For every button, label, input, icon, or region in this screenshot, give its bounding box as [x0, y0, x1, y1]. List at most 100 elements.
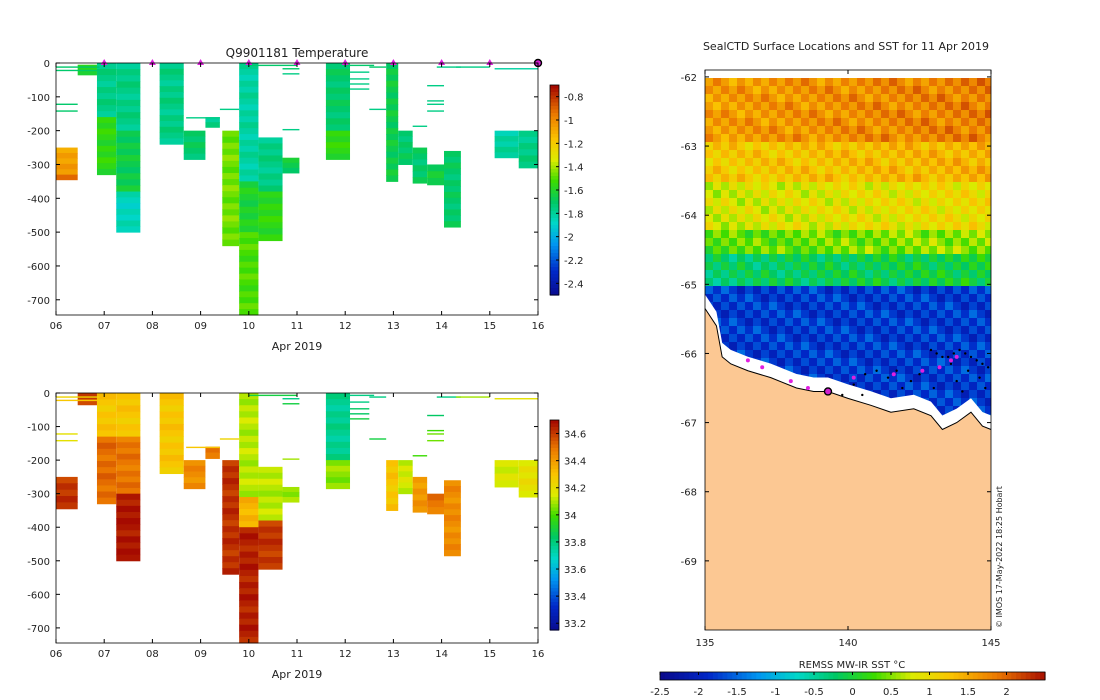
temperature-profile-cell	[239, 303, 259, 310]
sst-pixel	[961, 302, 969, 310]
sst-pixel	[865, 126, 873, 134]
sst-pixel	[977, 158, 985, 166]
sst-pixel	[969, 102, 977, 110]
sst-pixel	[913, 142, 921, 150]
sst-pixel	[945, 94, 953, 102]
sst-pixel	[985, 270, 991, 278]
sst-colorbar-segment	[871, 672, 878, 680]
sst-pixel	[961, 398, 969, 406]
sst-pixel	[777, 270, 785, 278]
salinity-profile-cell	[222, 562, 240, 569]
salinity-colorbar-segment	[550, 623, 559, 628]
sst-pixel	[913, 166, 921, 174]
salinity-profile-cell	[56, 483, 78, 491]
sst-pixel	[817, 78, 825, 86]
sst-pixel	[841, 86, 849, 94]
temperature-y-tick-label: -300	[27, 160, 50, 171]
salinity-profile-cell	[444, 526, 461, 534]
salinity-y-tick-label: -200	[27, 456, 50, 467]
temperature-profile-cell	[444, 191, 461, 199]
salinity-profile-cell	[183, 477, 206, 484]
sst-colorbar-segment	[977, 672, 984, 680]
sst-colorbar-segment	[968, 672, 974, 680]
temperature-colorbar-segment	[550, 214, 559, 219]
sst-pixel	[785, 78, 793, 86]
sst-pixel	[889, 382, 897, 390]
sst-pixel	[785, 158, 793, 166]
sst-pixel	[841, 190, 849, 198]
sst-pixel	[969, 278, 977, 286]
sst-pixel	[817, 238, 825, 246]
sst-pixel	[777, 150, 785, 158]
sst-pixel	[801, 158, 809, 166]
sst-pixel	[729, 238, 737, 246]
sst-pixel	[769, 134, 777, 142]
salinity-profile-cell	[258, 466, 283, 474]
sst-pixel	[721, 78, 729, 86]
sst-pixel	[985, 206, 991, 214]
sst-pixel	[905, 118, 913, 126]
sst-pixel	[873, 318, 881, 326]
sst-pixel	[929, 78, 937, 86]
sst-pixel	[825, 150, 833, 158]
sst-pixel	[737, 214, 745, 222]
salinity-colorbar-segment	[550, 553, 559, 558]
sst-pixel	[817, 326, 825, 334]
temperature-profile-cell	[96, 117, 117, 124]
sst-pixel	[705, 110, 713, 118]
sst-pixel	[873, 310, 881, 318]
temperature-profile-time-marker	[341, 59, 349, 65]
sst-pixel	[889, 206, 897, 214]
sst-pixel	[921, 278, 929, 286]
sst-pixel	[937, 382, 945, 390]
temperature-profile-cell	[96, 75, 117, 82]
sst-pixel	[729, 102, 737, 110]
sst-pixel	[969, 366, 977, 374]
temperature-profile-cell	[159, 74, 184, 81]
sst-pixel	[721, 86, 729, 94]
temperature-profile-cell	[239, 232, 259, 239]
sst-pixel	[921, 262, 929, 270]
sst-pixel	[729, 246, 737, 254]
salinity-profile-cell	[325, 441, 351, 449]
sst-pixel	[937, 94, 945, 102]
seal-location-marker	[920, 368, 925, 373]
temperature-profile-cell	[239, 187, 259, 195]
salinity-colorbar-segment	[550, 465, 559, 470]
salinity-colorbar-segment	[550, 626, 559, 631]
salinity-profile-cell	[96, 417, 117, 425]
temperature-profile-cell	[239, 238, 259, 245]
temperature-profile-cell	[222, 148, 240, 156]
seal-location-marker	[851, 375, 856, 380]
temperature-x-tick-label: 06	[50, 321, 63, 332]
temperature-profile-cell	[239, 181, 259, 189]
sst-pixel	[865, 334, 873, 342]
salinity-profile-cell	[258, 550, 283, 558]
sst-pixel	[977, 398, 985, 406]
temperature-profile-cell	[444, 215, 461, 222]
sst-pixel	[889, 310, 897, 318]
sst-pixel	[721, 166, 729, 174]
salinity-profile-cell	[116, 487, 141, 495]
sst-pixel	[985, 182, 991, 190]
sst-pixel	[953, 278, 961, 286]
sst-colorbar: -2.5 -2 -1.5 -1 -0.5 0 0.5 1 1.5 2	[650, 671, 1046, 698]
sst-pixel	[793, 150, 801, 158]
temperature-y-tick-label: -700	[27, 296, 50, 307]
salinity-profile-cell	[116, 393, 141, 400]
sst-pixel	[961, 198, 969, 206]
temperature-profile-cell	[239, 279, 259, 286]
sst-pixel	[809, 134, 817, 142]
temperature-profile-time-marker	[245, 59, 253, 65]
sst-pixel	[929, 398, 937, 406]
salinity-x-tick-label: 11	[291, 649, 304, 660]
temperature-profile-cell	[222, 142, 240, 150]
sst-pixel	[929, 166, 937, 174]
temperature-profile-cell	[239, 175, 259, 182]
temperature-profile-cell	[258, 228, 283, 235]
sst-pixel	[905, 126, 913, 134]
sst-pixel	[873, 334, 881, 342]
sst-colorbar-segment	[679, 672, 685, 680]
salinity-profile-cell	[239, 417, 259, 425]
salinity-profile-cell	[159, 405, 184, 413]
